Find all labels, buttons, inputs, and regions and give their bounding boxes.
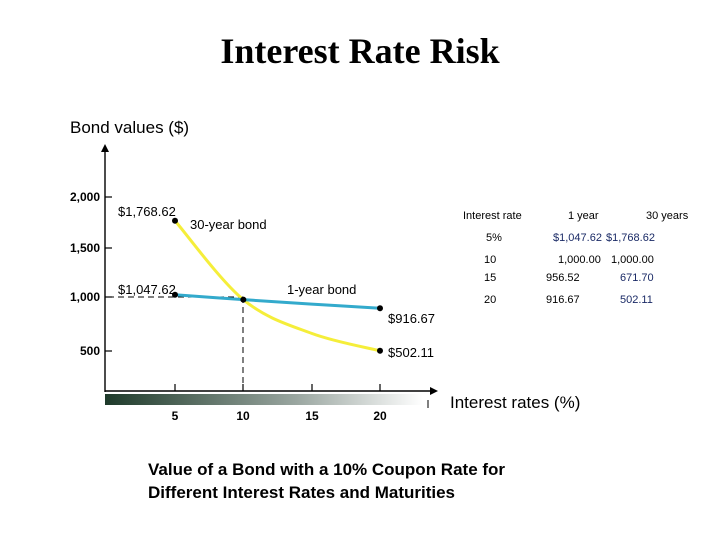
x-axis-arrow <box>430 387 438 395</box>
table-cell-r3c0: 20 <box>484 294 496 306</box>
table-header-rate: Interest rate <box>463 210 522 222</box>
data-point-30yr-5 <box>172 217 178 224</box>
series-layer <box>172 217 383 354</box>
series-line-1yr <box>174 293 381 310</box>
table-cell-r1c2: 1,000.00 <box>611 254 654 266</box>
annotation-1yr-start: $1,047.62 <box>118 282 176 297</box>
table-cell-r1c0: 10 <box>484 254 496 266</box>
table-cell-r3c2: 502.11 <box>620 294 653 306</box>
x-tick-label-5: 5 <box>172 409 179 423</box>
y-tick-label-1500: 1,500 <box>70 241 100 255</box>
y-tick-label-2000: 2,000 <box>70 190 100 204</box>
caption-line-1: Value of a Bond with a 10% Coupon Rate f… <box>148 460 506 479</box>
annotation-30yr-end: $502.11 <box>388 345 434 360</box>
data-point-30yr-20 <box>377 347 383 354</box>
y-axis-label: Bond values ($) <box>70 118 189 137</box>
x-axis-shade <box>105 394 423 405</box>
data-point-1yr-10 <box>240 296 247 303</box>
chart-caption: Value of a Bond with a 10% Coupon Rate f… <box>148 458 608 504</box>
table-cell-r3c1: 916.67 <box>546 294 580 306</box>
x-axis-label: Interest rates (%) <box>450 393 580 412</box>
table-cell-r2c2: 671.70 <box>620 272 654 284</box>
annotation-30yr-start: $1,768.62 <box>118 204 176 219</box>
data-point-1yr-5 <box>172 291 178 298</box>
series-line-30yr <box>173 219 381 353</box>
x-tick-label-10: 10 <box>236 409 250 423</box>
data-point-1yr-20 <box>377 305 383 312</box>
table-cell-r1c1: 1,000.00 <box>558 254 601 266</box>
table-cell-r2c0: 15 <box>484 272 496 284</box>
table-header-30yr: 30 years <box>646 210 689 222</box>
y-tick-label-1000: 1,000 <box>70 290 100 304</box>
table-cell-r0c1: $1,047.62 <box>553 232 602 244</box>
table-cell-r2c1: 956.52 <box>546 272 580 284</box>
table-cell-r0c2: $1,768.62 <box>606 232 655 244</box>
x-tick-label-15: 15 <box>305 409 319 423</box>
slide-title: Interest Rate Risk <box>220 31 500 71</box>
table-cell-r0c0: 5% <box>486 232 502 244</box>
y-tick-label-500: 500 <box>80 344 100 358</box>
series-label-30yr: 30-year bond <box>190 217 267 232</box>
y-axis-arrow <box>101 144 109 152</box>
series-label-1yr: 1-year bond <box>287 282 356 297</box>
x-tick-label-20: 20 <box>373 409 387 423</box>
table-header-1yr: 1 year <box>568 210 599 222</box>
caption-line-2: Different Interest Rates and Maturities <box>148 483 456 502</box>
annotation-1yr-end: $916.67 <box>388 311 435 326</box>
